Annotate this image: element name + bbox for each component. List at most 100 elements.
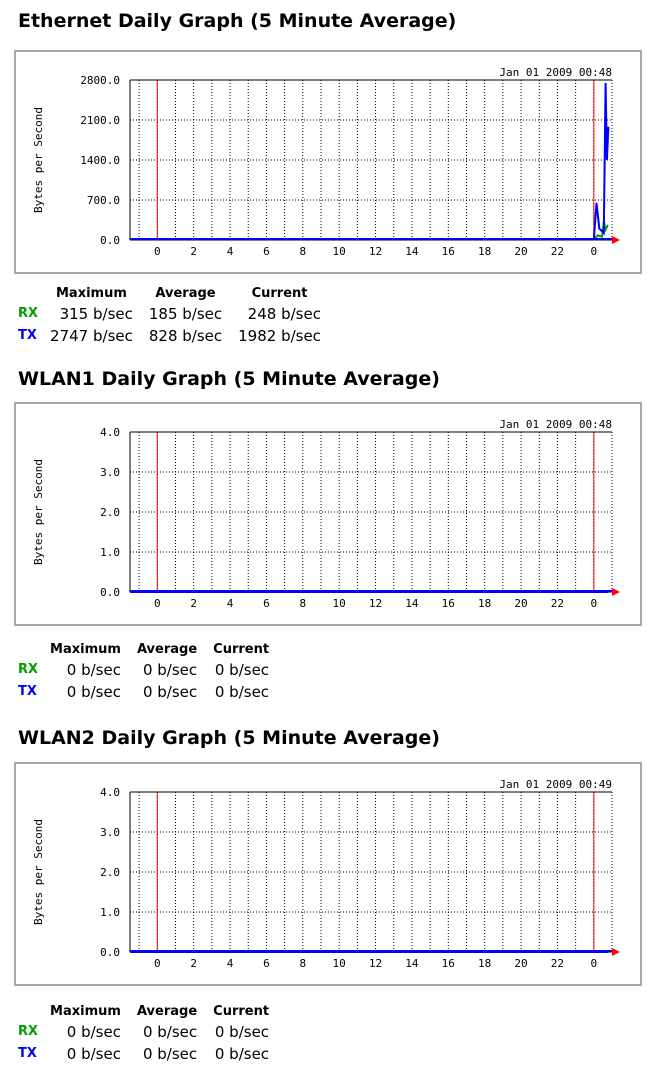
x-tick-label: 0 bbox=[590, 597, 597, 610]
x-tick-label: 22 bbox=[551, 245, 564, 258]
y-tick-label: 1.0 bbox=[100, 906, 120, 919]
x-tick-label: 12 bbox=[369, 957, 382, 970]
x-tick-label: 4 bbox=[227, 957, 234, 970]
y-tick-label: 2.0 bbox=[100, 866, 120, 879]
tx-maximum: 2747 b/sec bbox=[50, 327, 133, 345]
y-axis-label: Bytes per Second bbox=[32, 459, 45, 565]
x-tick-label: 0 bbox=[154, 597, 161, 610]
ethernet-stats-table: Maximum Average Current RX 315 b/sec 185… bbox=[18, 286, 329, 347]
tx-maximum: 0 b/sec bbox=[66, 1045, 121, 1063]
tx-current: 0 b/sec bbox=[214, 683, 270, 701]
x-tick-label: 14 bbox=[405, 245, 419, 258]
x-tick-label: 4 bbox=[227, 597, 234, 610]
x-tick-label: 0 bbox=[154, 245, 161, 258]
x-tick-label: 22 bbox=[551, 957, 564, 970]
x-tick-label: 0 bbox=[154, 957, 161, 970]
ethernet-graph-title: Ethernet Daily Graph (5 Minute Average) bbox=[18, 10, 457, 32]
tx-label: TX bbox=[18, 684, 37, 699]
series-tx-line bbox=[592, 82, 610, 241]
x-tick-label: 0 bbox=[590, 957, 597, 970]
y-tick-label: 3.0 bbox=[100, 826, 120, 839]
y-tick-label: 2800.0 bbox=[80, 74, 120, 87]
tx-label: TX bbox=[18, 1046, 37, 1061]
stats-tx-row: TX 0 b/sec 0 b/sec 0 b/sec bbox=[18, 1043, 277, 1065]
x-tick-label: 8 bbox=[299, 957, 306, 970]
stats-tx-row: TX 2747 b/sec 828 b/sec 1982 b/sec bbox=[18, 325, 329, 347]
ethernet-graph-frame: 0.0 700.0 1400.0 2100.0 2800.0 0 2 4 6 8 10 12 14 16 1… bbox=[14, 50, 642, 274]
y-tick-label: 1400.0 bbox=[80, 154, 120, 167]
x-tick-label: 16 bbox=[442, 957, 455, 970]
stats-tx-row: TX 0 b/sec 0 b/sec 0 b/sec bbox=[18, 681, 277, 703]
stats-header-row: Maximum Average Current bbox=[18, 1004, 277, 1021]
y-tick-label: 1.0 bbox=[100, 546, 120, 559]
x-tick-label: 18 bbox=[478, 957, 491, 970]
x-tick-label: 18 bbox=[478, 245, 491, 258]
y-tick-label: 4.0 bbox=[100, 426, 120, 439]
wlan2-graph-title: WLAN2 Daily Graph (5 Minute Average) bbox=[18, 727, 440, 749]
y-tick-label: 0.0 bbox=[100, 586, 120, 599]
x-tick-label: 20 bbox=[514, 957, 527, 970]
stats-rx-row: RX 0 b/sec 0 b/sec 0 b/sec bbox=[18, 659, 277, 681]
wlan1-chart: 0.0 1.0 2.0 3.0 4.0 0 2 4 6 8 10 12 14 16 18 20 22 0 Jan 0… bbox=[32, 418, 620, 610]
wlan2-graph-frame: 0.0 1.0 2.0 3.0 4.0 0 2 4 6 8 10 12 14 16 18 20 22 0 Jan 0… bbox=[14, 762, 642, 986]
stats-header-maximum: Maximum bbox=[50, 642, 121, 657]
wlan2-stats-table: Maximum Average Current RX 0 b/sec 0 b/s… bbox=[18, 1004, 277, 1065]
ethernet-chart: 0.0 700.0 1400.0 2100.0 2800.0 0 2 4 6 8 10 12 14 16 1… bbox=[32, 66, 620, 258]
x-tick-label: 6 bbox=[263, 245, 270, 258]
x-tick-label: 6 bbox=[263, 597, 270, 610]
x-tick-label: 12 bbox=[369, 245, 382, 258]
stats-header-current: Current bbox=[251, 286, 308, 301]
x-tick-label: 16 bbox=[442, 245, 455, 258]
tx-maximum: 0 b/sec bbox=[66, 683, 121, 701]
y-axis-label: Bytes per Second bbox=[32, 819, 45, 925]
graph-timestamp: Jan 01 2009 00:48 bbox=[499, 66, 612, 79]
stats-header-row: Maximum Average Current bbox=[18, 642, 277, 659]
x-tick-label: 2 bbox=[190, 245, 197, 258]
x-tick-label: 10 bbox=[333, 245, 346, 258]
stats-rx-row: RX 315 b/sec 185 b/sec 248 b/sec bbox=[18, 303, 329, 325]
rx-label: RX bbox=[18, 1024, 39, 1039]
tx-current: 1982 b/sec bbox=[238, 327, 321, 345]
x-tick-label: 12 bbox=[369, 597, 382, 610]
x-tick-label: 16 bbox=[442, 597, 455, 610]
y-tick-label: 4.0 bbox=[100, 786, 120, 799]
x-tick-label: 2 bbox=[190, 957, 197, 970]
rx-average: 0 b/sec bbox=[142, 661, 198, 679]
y-tick-label: 2.0 bbox=[100, 506, 120, 519]
x-tick-label: 20 bbox=[514, 245, 527, 258]
wlan2-chart: 0.0 1.0 2.0 3.0 4.0 0 2 4 6 8 10 12 14 16 18 20 22 0 Jan 0… bbox=[32, 778, 620, 970]
stats-header-average: Average bbox=[136, 1004, 198, 1019]
y-tick-label: 0.0 bbox=[100, 946, 120, 959]
stats-header-maximum: Maximum bbox=[56, 286, 127, 301]
x-tick-label: 0 bbox=[590, 245, 597, 258]
x-axis-arrow bbox=[612, 588, 620, 596]
stats-header-row: Maximum Average Current bbox=[18, 286, 329, 303]
x-tick-label: 8 bbox=[299, 245, 306, 258]
rx-maximum: 0 b/sec bbox=[66, 1023, 121, 1041]
wlan1-graph-title: WLAN1 Daily Graph (5 Minute Average) bbox=[18, 368, 440, 390]
x-axis-arrow bbox=[612, 236, 620, 244]
wlan1-stats-table: Maximum Average Current RX 0 b/sec 0 b/s… bbox=[18, 642, 277, 703]
y-axis-label: Bytes per Second bbox=[32, 107, 45, 213]
rx-label: RX bbox=[18, 306, 39, 321]
y-tick-label: 2100.0 bbox=[80, 114, 120, 127]
graph-timestamp: Jan 01 2009 00:49 bbox=[499, 778, 612, 791]
tx-average: 828 b/sec bbox=[148, 327, 223, 345]
tx-average: 0 b/sec bbox=[142, 683, 198, 701]
rx-maximum: 0 b/sec bbox=[66, 661, 121, 679]
rx-average: 185 b/sec bbox=[148, 305, 223, 323]
x-tick-label: 8 bbox=[299, 597, 306, 610]
x-tick-label: 20 bbox=[514, 597, 527, 610]
rx-average: 0 b/sec bbox=[142, 1023, 198, 1041]
x-tick-label: 6 bbox=[263, 957, 270, 970]
tx-current: 0 b/sec bbox=[214, 1045, 270, 1063]
x-tick-label: 14 bbox=[405, 957, 419, 970]
x-tick-label: 10 bbox=[333, 597, 346, 610]
rx-current: 248 b/sec bbox=[247, 305, 321, 323]
y-tick-label: 700.0 bbox=[87, 194, 120, 207]
x-axis-arrow bbox=[612, 948, 620, 956]
stats-rx-row: RX 0 b/sec 0 b/sec 0 b/sec bbox=[18, 1021, 277, 1043]
tx-average: 0 b/sec bbox=[142, 1045, 198, 1063]
stats-header-average: Average bbox=[136, 642, 198, 657]
tx-label: TX bbox=[18, 328, 37, 343]
